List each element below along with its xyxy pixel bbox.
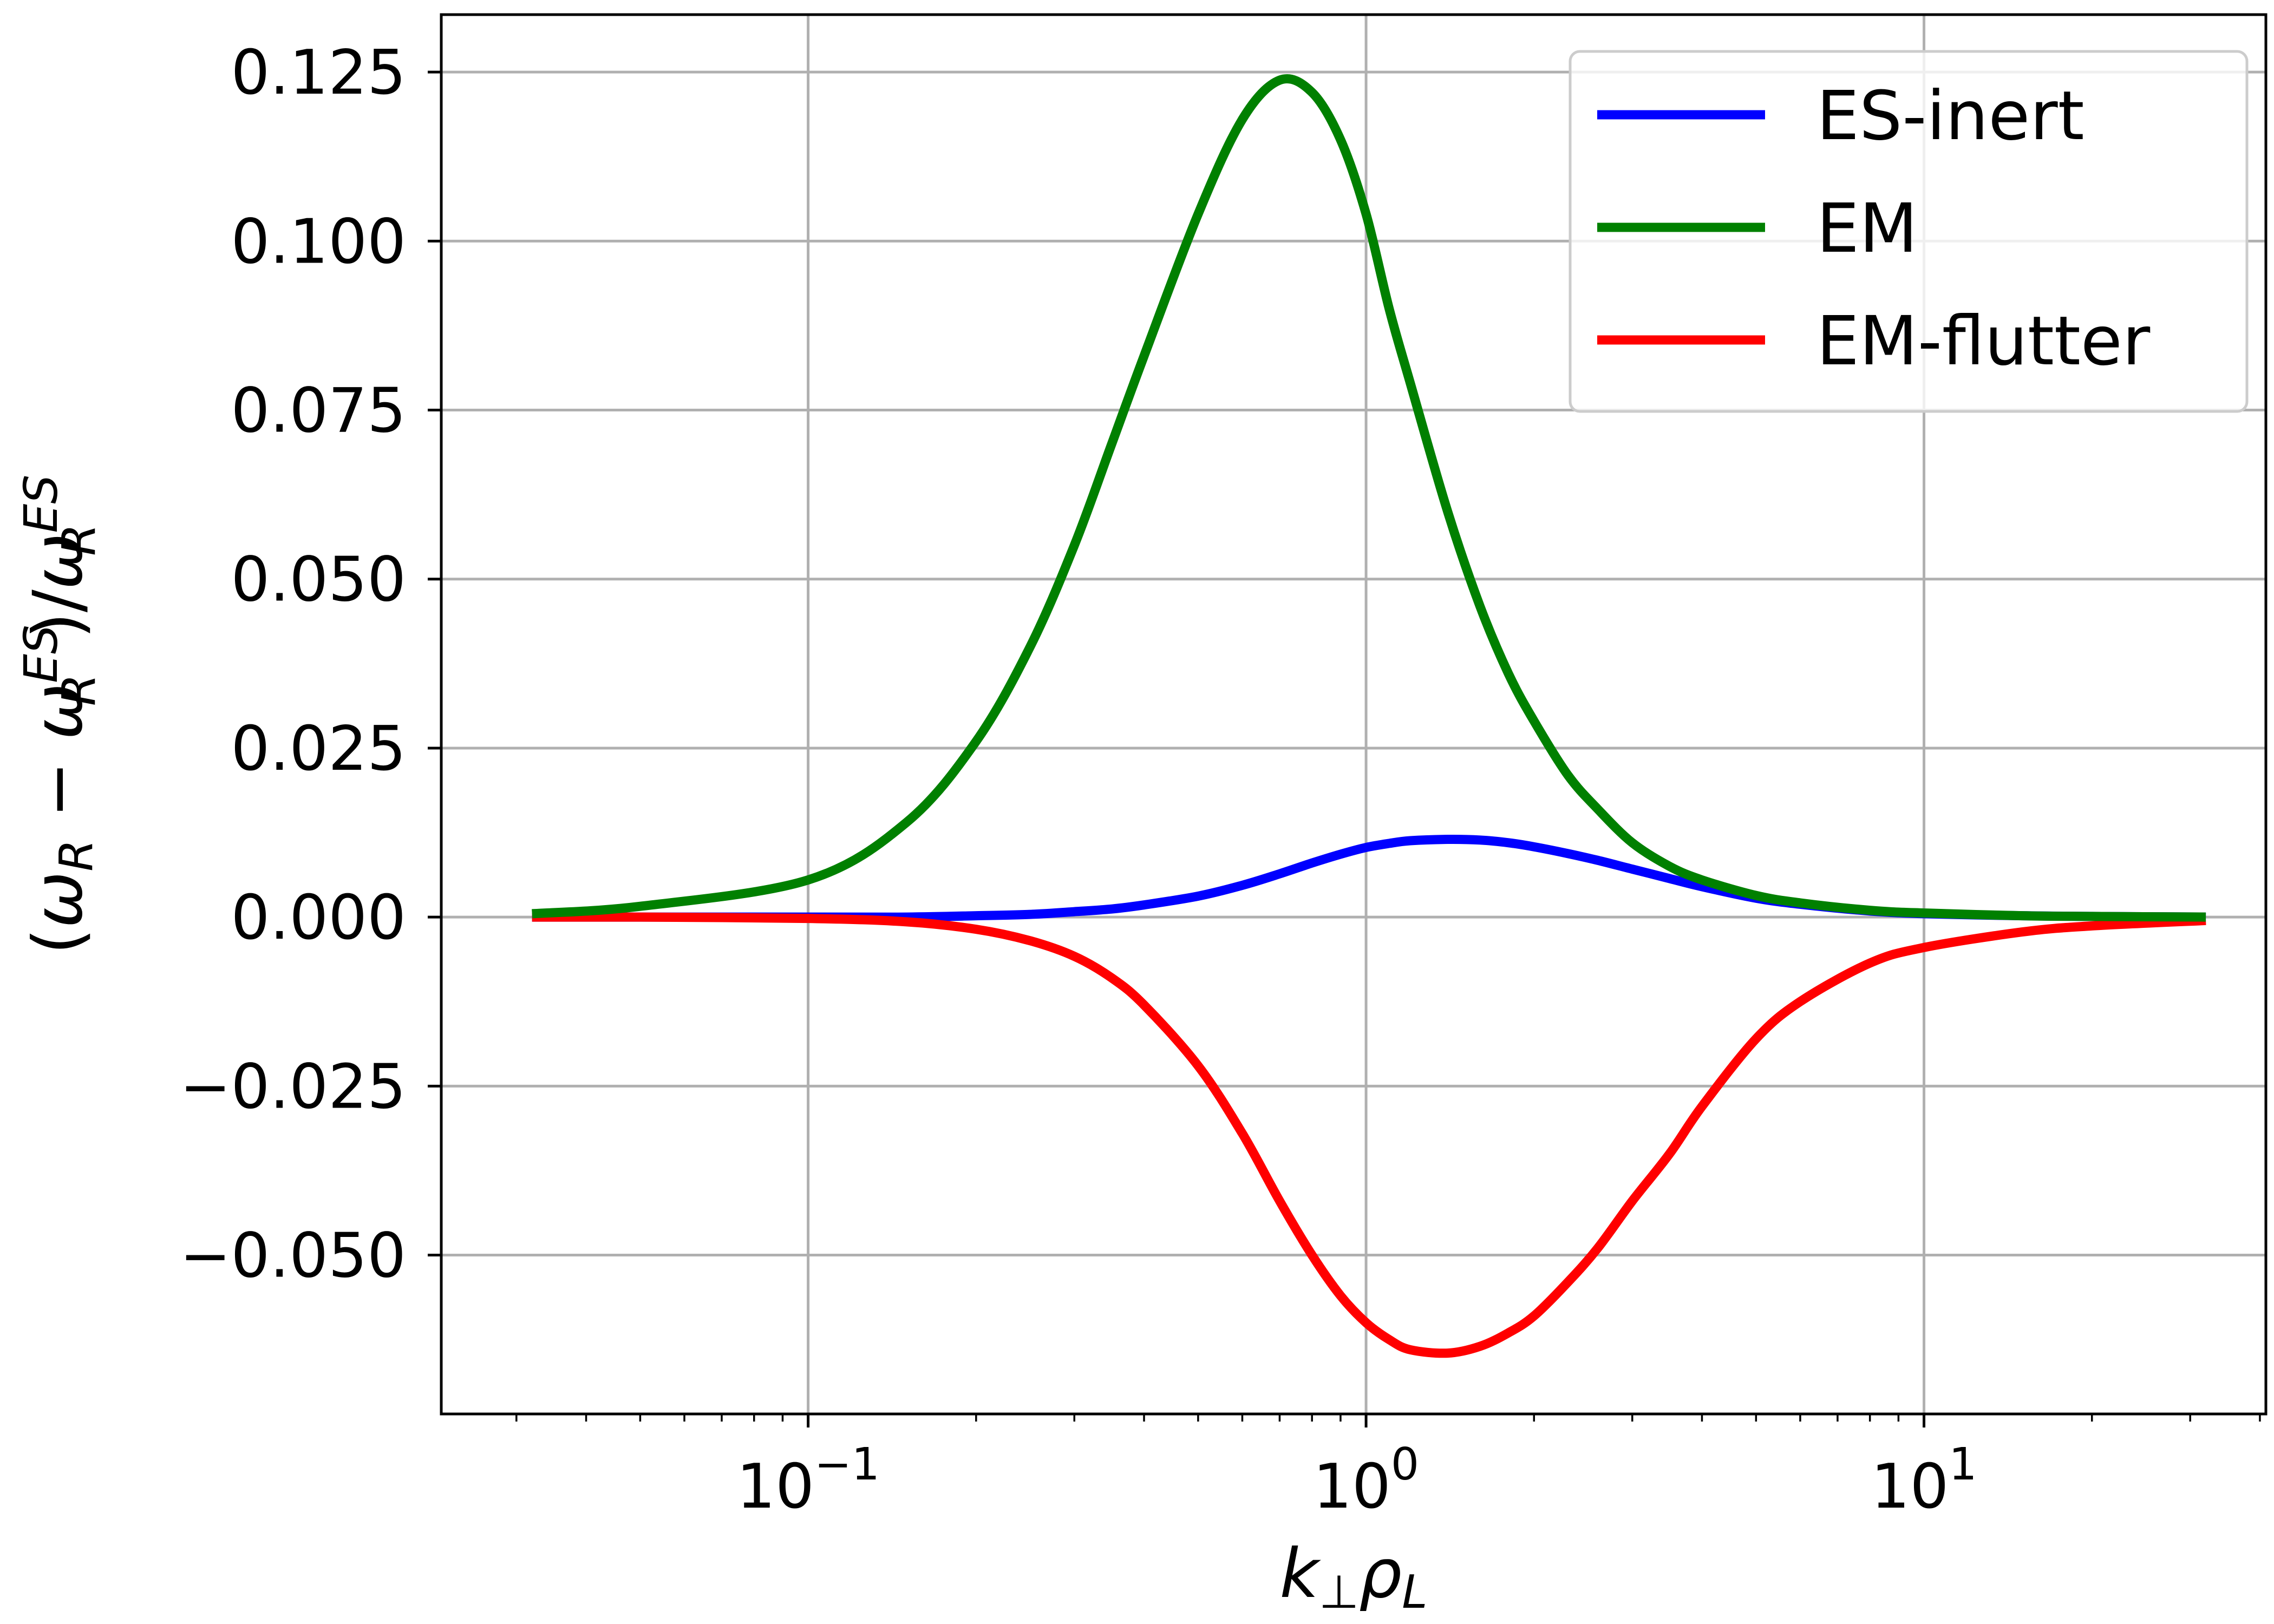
series-line-em-flutter [532, 912, 2206, 1358]
y-tick-label: 0.000 [231, 882, 407, 953]
x-tick-label: 101 [1871, 1439, 1977, 1522]
y-tick-label: 0.125 [231, 37, 407, 108]
series-line-es-inert [532, 834, 2206, 922]
series-lines [532, 74, 2206, 1358]
legend-label: ES-inert [1816, 77, 2084, 155]
legend-label: EM-flutter [1816, 302, 2151, 381]
x-tick-label: 10−1 [736, 1439, 880, 1522]
y-tick-label: 0.100 [231, 206, 407, 277]
plot-frame [440, 13, 2268, 1416]
y-tick-label: 0.025 [231, 713, 407, 784]
x-axis-label: k⊥ρL [1279, 1535, 1427, 1619]
x-tick-label: 100 [1313, 1439, 1419, 1522]
legend-label: EM [1816, 189, 1918, 268]
legend: ES-inert EM EM-flutter [1569, 50, 2249, 413]
y-tick-label: 0.050 [231, 544, 407, 615]
axis-ticks: 10−1 100 101 −0.050 −0.025 0.000 0.025 0.050 0.0… [180, 37, 2261, 1522]
series-line-em [532, 74, 2206, 922]
y-axis-label: (ωR − ωESR)/ωESR [15, 475, 106, 954]
y-tick-label: −0.025 [180, 1051, 406, 1122]
y-tick-label: 0.075 [231, 375, 407, 447]
y-tick-label: −0.050 [180, 1220, 406, 1292]
legend-box [1569, 50, 2249, 413]
